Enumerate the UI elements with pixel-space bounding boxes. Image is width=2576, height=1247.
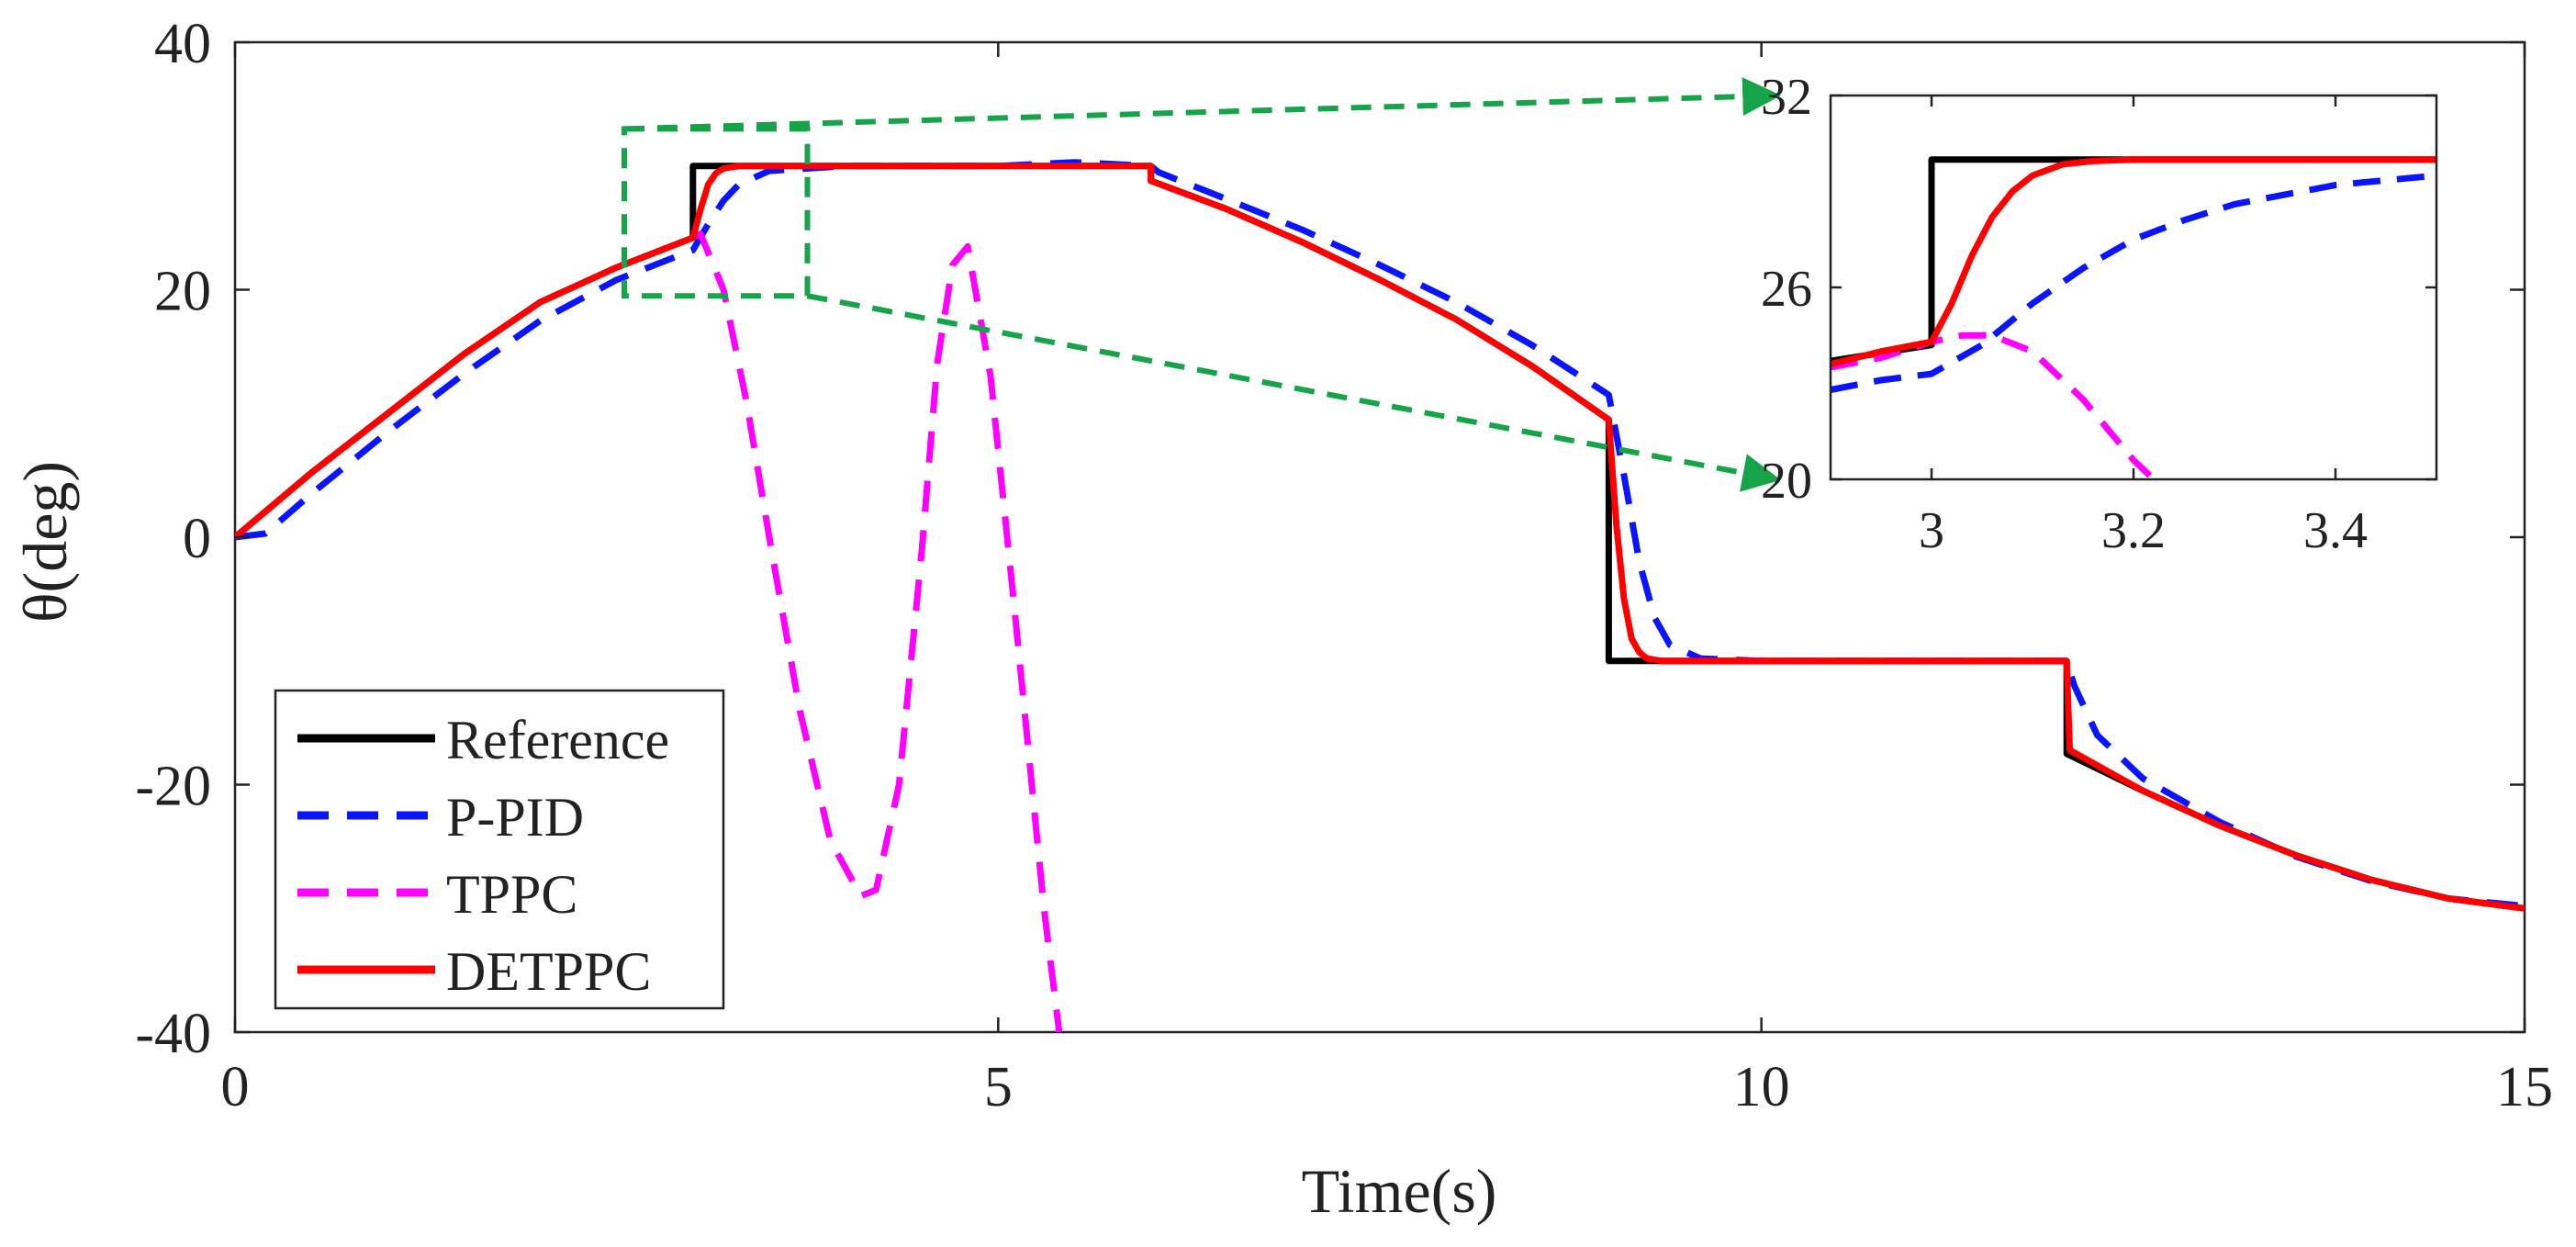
zoom-arrow-bottom: [806, 293, 1782, 492]
y-tick-label: -40: [135, 1003, 211, 1065]
zoom-region-group: [621, 77, 1782, 492]
series-line-p-pid: [235, 159, 2525, 910]
legend-item-p-pid: P-PID: [297, 787, 584, 848]
legend-item-reference: Reference: [297, 710, 669, 770]
x-tick-label: 5: [984, 1056, 1013, 1118]
inset-series-line-detppc: [1831, 156, 2436, 367]
inset-series-line-tppc: [1831, 331, 2156, 479]
inset-x-tick-label: 3: [1919, 502, 1944, 559]
y-axis-label: θ(deg): [10, 461, 80, 623]
inset-x-tick-label: 3.4: [2303, 502, 2368, 559]
x-tick-label: 0: [221, 1056, 250, 1118]
x-axis-label: Time(s): [1302, 1156, 1497, 1226]
zoom-region-box: [621, 126, 811, 299]
inset-y-tick-label: 20: [1761, 453, 1812, 510]
inset-x-tick-label: 3.2: [2101, 502, 2166, 559]
y-tick-label: -20: [135, 756, 211, 818]
series-line-tppc: [691, 230, 1063, 1032]
inset-plot: 3 3.2 3.4 20 26 32: [1761, 69, 2438, 559]
legend-label: P-PID: [446, 787, 584, 848]
legend-label: DETPPC: [446, 941, 651, 1002]
inset-y-tick-label: 32: [1761, 69, 1812, 126]
legend-item-tppc: TPPC: [297, 864, 577, 925]
y-tick-label: 40: [154, 13, 211, 75]
y-tick-label: 20: [154, 261, 211, 323]
legend-box: [274, 689, 725, 1010]
inset-series-line-p-pid: [1831, 172, 2436, 393]
inset-ticks-group: 3 3.2 3.4 20 26 32: [1761, 69, 2436, 559]
legend-label: Reference: [446, 710, 669, 770]
legend-item-detppc: DETPPC: [297, 941, 651, 1002]
series-line-detppc: [235, 163, 2525, 912]
inset-series-group: [1831, 156, 2436, 479]
y-tick-label: 0: [183, 508, 211, 570]
inset-y-tick-label: 26: [1761, 261, 1812, 318]
x-tick-label: 15: [2496, 1056, 2553, 1118]
x-tick-label: 10: [1733, 1056, 1790, 1118]
inset-background: [1831, 95, 2436, 479]
legend: Reference P-PID TPPC DETPPC: [274, 689, 725, 1010]
main-ticks-group: 0 5 10 15 -40 -20 0 20 40: [135, 13, 2553, 1118]
zoom-arrow-top: [623, 77, 1782, 132]
main-series-group: [235, 159, 2525, 1032]
legend-label: TPPC: [446, 864, 577, 925]
